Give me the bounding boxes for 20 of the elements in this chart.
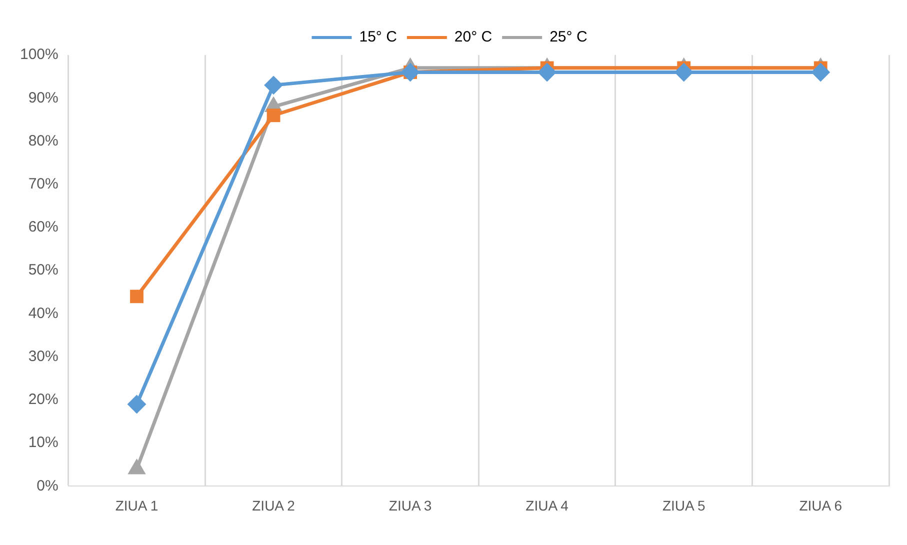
x-tick-label: ZIUA 4 (526, 497, 569, 514)
x-tick-label: ZIUA 2 (252, 497, 296, 514)
y-tick-label: 20% (28, 391, 58, 408)
x-tick-label: ZIUA 1 (115, 497, 158, 514)
y-tick-label: 10% (28, 434, 58, 452)
y-tick-label: 0% (36, 477, 58, 494)
y-tick-label: 90% (28, 89, 58, 106)
legend-label: 15° C (359, 28, 398, 46)
y-tick-label: 70% (28, 176, 58, 192)
x-tick-label: ZIUA 5 (662, 497, 706, 514)
y-tick-label: 40% (28, 304, 58, 322)
y-tick-label: 30% (28, 348, 58, 365)
x-tick-label: ZIUA 6 (799, 497, 842, 514)
x-tick-label: ZIUA 3 (388, 497, 432, 514)
y-tick-label: 50% (28, 262, 58, 279)
legend-label: 25° C (550, 28, 588, 46)
y-tick-label: 80% (28, 132, 58, 150)
y-tick-label: 100% (20, 46, 58, 64)
y-tick-label: 60% (28, 218, 58, 236)
legend-label: 20° C (454, 28, 492, 46)
